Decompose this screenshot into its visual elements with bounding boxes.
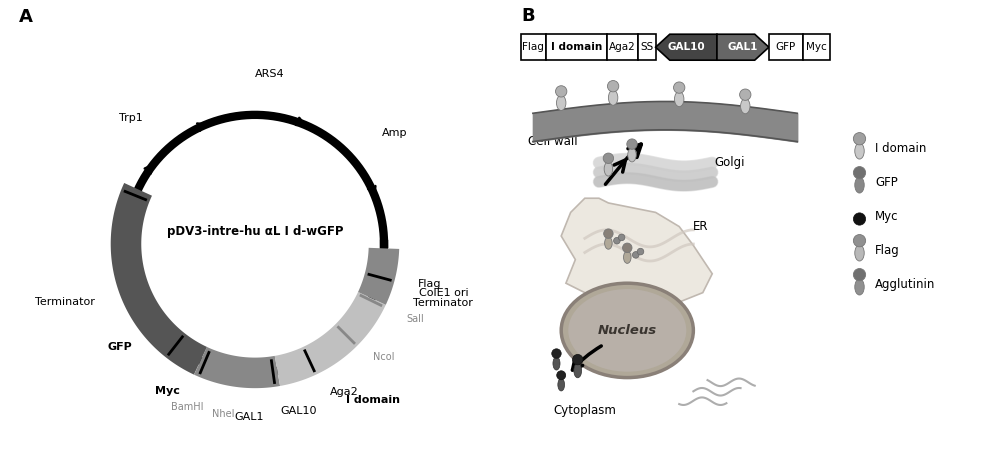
Circle shape (853, 269, 866, 281)
Text: Myc: Myc (155, 386, 180, 396)
Circle shape (623, 243, 632, 253)
Circle shape (637, 248, 644, 255)
Text: Terminator: Terminator (35, 297, 95, 307)
Circle shape (853, 133, 866, 145)
Text: ARS4: ARS4 (255, 69, 284, 79)
Ellipse shape (605, 237, 612, 249)
Text: Cytoplasm: Cytoplasm (553, 404, 616, 417)
Text: BamHI: BamHI (171, 403, 203, 413)
Text: GFP: GFP (776, 42, 796, 52)
Text: Golgi: Golgi (715, 156, 745, 169)
Text: Aga2: Aga2 (609, 42, 636, 52)
Circle shape (556, 86, 567, 97)
Text: I domain: I domain (551, 42, 602, 52)
Circle shape (632, 252, 639, 258)
Circle shape (627, 139, 637, 149)
Ellipse shape (561, 283, 693, 378)
Circle shape (603, 153, 614, 163)
Ellipse shape (624, 251, 631, 263)
Circle shape (853, 167, 866, 179)
Text: SalI: SalI (406, 314, 424, 324)
Ellipse shape (855, 245, 864, 261)
Circle shape (614, 237, 620, 244)
Text: SS: SS (640, 42, 653, 52)
Text: Aga2: Aga2 (330, 387, 359, 396)
Ellipse shape (628, 148, 636, 162)
FancyBboxPatch shape (769, 34, 803, 60)
Ellipse shape (608, 90, 618, 105)
Text: GAL1: GAL1 (728, 42, 758, 52)
Text: NcoI: NcoI (373, 352, 395, 362)
Text: Flag: Flag (522, 42, 544, 52)
Circle shape (573, 354, 583, 365)
Ellipse shape (568, 289, 686, 372)
Text: Flag: Flag (418, 278, 442, 288)
Text: Cell wall: Cell wall (528, 135, 578, 148)
Text: GAL10: GAL10 (280, 406, 317, 416)
Text: ER: ER (693, 220, 709, 233)
Ellipse shape (558, 379, 565, 391)
Text: GFP: GFP (107, 342, 132, 352)
Ellipse shape (574, 363, 582, 378)
Ellipse shape (855, 177, 864, 193)
Text: GAL10: GAL10 (667, 42, 705, 52)
Circle shape (552, 349, 561, 358)
Circle shape (740, 89, 751, 101)
FancyBboxPatch shape (638, 34, 656, 60)
Text: I domain: I domain (875, 142, 926, 155)
Text: GFP: GFP (875, 176, 898, 189)
FancyBboxPatch shape (546, 34, 607, 60)
Text: A: A (19, 8, 33, 26)
Text: B: B (521, 7, 535, 25)
Ellipse shape (741, 99, 750, 114)
Circle shape (674, 82, 685, 93)
Circle shape (618, 234, 625, 241)
Polygon shape (656, 34, 717, 60)
Text: Agglutinin: Agglutinin (875, 278, 935, 291)
Text: Amp: Amp (382, 128, 407, 138)
FancyBboxPatch shape (803, 34, 830, 60)
Circle shape (853, 235, 866, 247)
Text: Flag: Flag (875, 244, 900, 257)
FancyBboxPatch shape (521, 34, 546, 60)
Ellipse shape (674, 92, 684, 107)
Circle shape (607, 81, 619, 92)
Ellipse shape (556, 95, 566, 110)
Text: Trp1: Trp1 (119, 113, 142, 123)
Text: Myc: Myc (806, 42, 827, 52)
Circle shape (853, 213, 866, 225)
Text: Terminator: Terminator (413, 297, 472, 308)
Text: Myc: Myc (875, 210, 899, 223)
Polygon shape (561, 198, 712, 307)
Circle shape (604, 229, 613, 238)
Ellipse shape (553, 357, 560, 370)
Polygon shape (717, 34, 769, 60)
Text: I domain: I domain (346, 395, 400, 405)
Text: NheI: NheI (212, 409, 235, 420)
Ellipse shape (855, 143, 864, 159)
Ellipse shape (855, 279, 864, 295)
Circle shape (557, 371, 566, 380)
Text: Nucleus: Nucleus (598, 324, 657, 337)
Text: ColE1 ori: ColE1 ori (419, 288, 469, 298)
FancyBboxPatch shape (607, 34, 638, 60)
Text: GAL1: GAL1 (234, 412, 264, 422)
Ellipse shape (604, 162, 613, 176)
Text: pDV3-intre-hu αL I d-wGFP: pDV3-intre-hu αL I d-wGFP (167, 225, 343, 238)
